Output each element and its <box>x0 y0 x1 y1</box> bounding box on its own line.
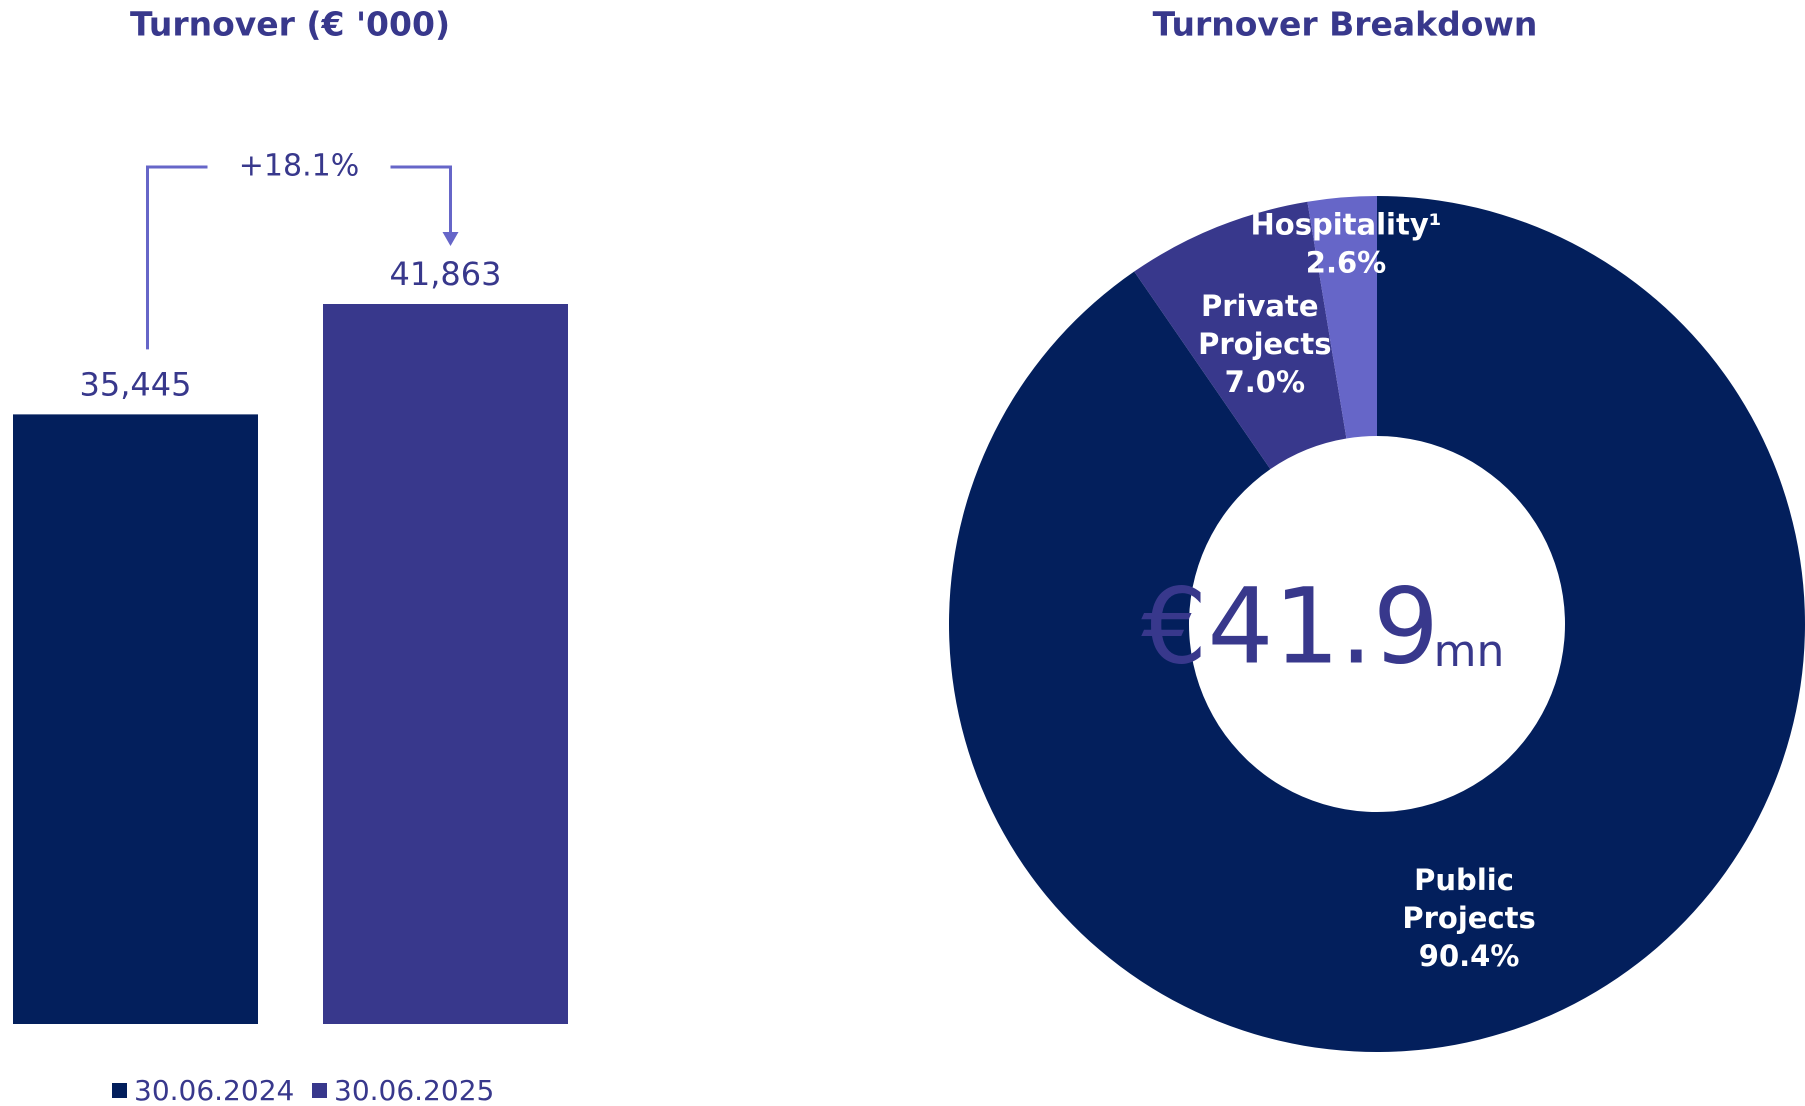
bar <box>323 304 568 1024</box>
center-value: €41.9 <box>1141 565 1439 687</box>
value-label: 41,863 <box>390 255 502 293</box>
slice-label: Hospitality¹ <box>1251 207 1442 241</box>
arrow-head <box>442 232 459 246</box>
legend-label: 30.06.2025 <box>334 1074 494 1106</box>
slice-value: 7.0% <box>1225 365 1305 399</box>
slice-label-line: Hospitality¹ <box>1251 207 1442 241</box>
slice-label: Private Projects <box>1198 289 1331 361</box>
slice-value: 90.4% <box>1419 939 1520 973</box>
donut-slice <box>1307 196 1377 439</box>
slice-label-line: Public <box>1414 863 1524 897</box>
slice-value: 2.6% <box>1306 245 1386 279</box>
donut-chart-title: Turnover Breakdown <box>1153 5 1538 44</box>
bar <box>13 414 258 1024</box>
legend-swatch <box>112 1083 127 1098</box>
slice-label: Public Projects <box>1402 863 1535 935</box>
growth-annotation: +18.1% <box>239 149 359 184</box>
growth-arrow <box>146 165 208 350</box>
slice-label-line: Projects <box>1402 901 1535 935</box>
donut-slice <box>1134 201 1347 470</box>
slice-label-line: Projects <box>1198 327 1331 361</box>
growth-arrow <box>390 165 452 234</box>
donut-slice <box>949 196 1805 1052</box>
bar-chart-title: Turnover (€ '000) <box>130 5 450 44</box>
slice-label-line: Private <box>1201 289 1329 323</box>
value-label: 35,445 <box>80 365 192 403</box>
legend-swatch <box>312 1083 327 1098</box>
legend-label: 30.06.2024 <box>134 1074 294 1106</box>
center-unit: mn <box>1434 626 1505 677</box>
